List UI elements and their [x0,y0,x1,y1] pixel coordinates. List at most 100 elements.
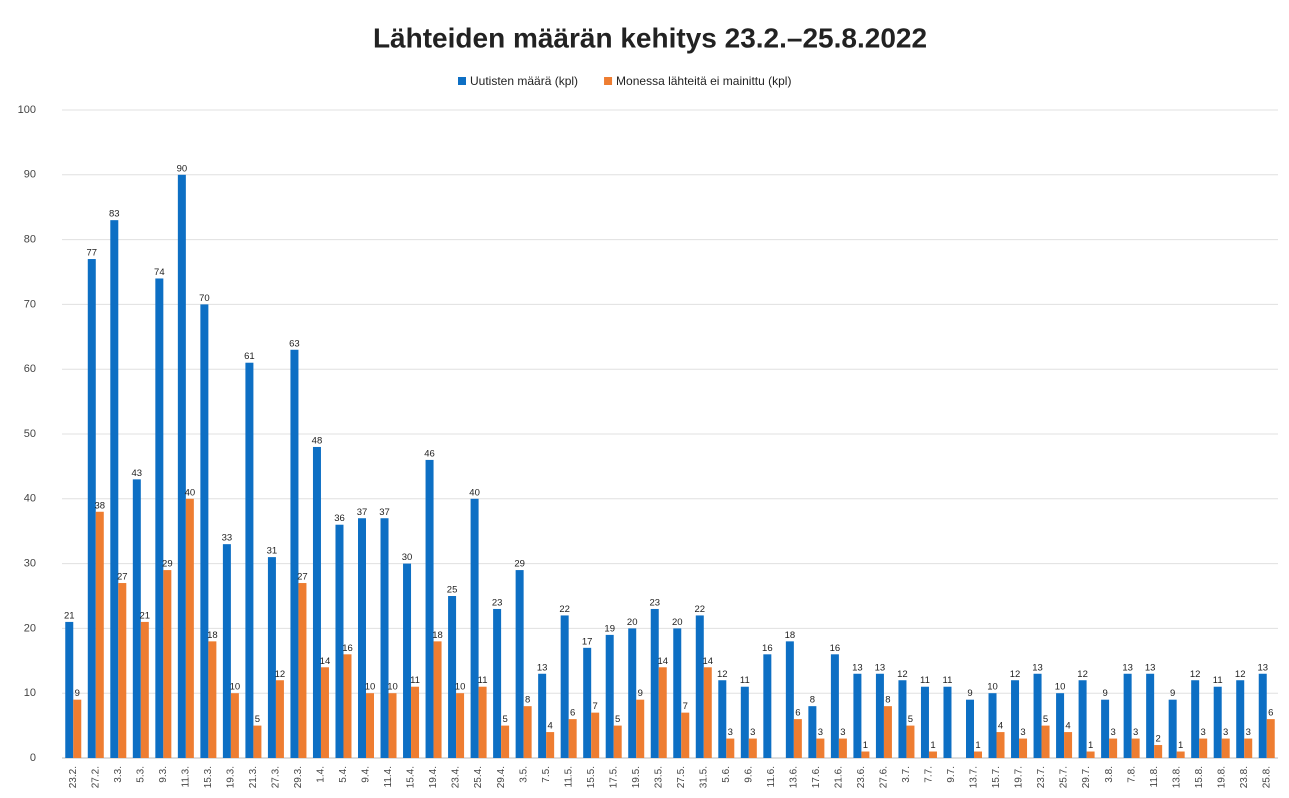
x-tick-label: 19.4. [428,766,439,788]
bar [583,647,592,758]
bar [988,693,997,758]
bar [501,725,510,758]
bar [883,706,892,758]
x-tick-label: 3.7. [901,766,912,783]
bar [1258,673,1267,758]
data-label: 20 [627,617,638,628]
y-tick-label: 80 [24,234,36,246]
data-label: 10 [230,682,241,693]
bar [1131,738,1140,758]
y-tick-label: 70 [24,298,36,310]
data-label: 4 [1065,721,1070,732]
bar [740,686,749,758]
data-label: 30 [402,552,413,563]
data-label: 23 [492,597,503,608]
x-tick-label: 17.6. [811,766,822,788]
data-label: 10 [987,682,998,693]
x-tick-label: 19.3. [226,766,237,788]
data-label: 3 [1246,727,1251,738]
bar [1123,673,1132,758]
bar [208,641,217,758]
y-tick-label: 0 [30,752,36,764]
bar [358,518,366,758]
bar [1146,673,1155,758]
x-tick-label: 3.8. [1104,766,1115,783]
x-tick-label: 23.7. [1036,766,1047,788]
data-label: 22 [559,604,570,615]
x-tick-label: 23.4. [451,766,462,788]
data-label: 37 [379,507,390,518]
data-label: 18 [432,630,443,641]
bar [898,680,907,758]
data-label: 46 [424,448,435,459]
bar [388,693,397,758]
bar [110,220,119,758]
bar [290,349,299,758]
data-label: 5 [615,714,620,725]
bar [718,680,727,758]
data-label: 3 [1020,727,1025,738]
bar [380,518,389,758]
x-tick-label: 27.6. [879,766,890,788]
data-label: 6 [1268,708,1273,719]
x-tick-label: 19.8. [1216,766,1227,788]
data-label: 10 [365,682,376,693]
bar [1011,680,1020,758]
bar [650,608,659,758]
y-tick-label: 50 [24,428,36,440]
bar [974,751,982,758]
data-label: 90 [177,163,188,174]
data-label: 5 [908,714,913,725]
bar [785,641,794,758]
bar [1019,738,1028,758]
x-tick-label: 11.5. [563,766,574,788]
x-tick-label: 9.4. [361,766,372,783]
data-label: 40 [469,487,480,498]
bar [267,557,276,758]
bar [95,511,104,758]
legend-swatch [458,77,466,85]
bar [253,725,262,758]
bar [1168,699,1177,758]
data-label: 12 [1077,669,1088,680]
data-label: 21 [64,610,75,621]
data-label: 2 [1155,734,1160,745]
data-label: 11 [410,675,420,686]
data-label: 4 [998,721,1003,732]
bar [1221,738,1230,758]
x-tick-label: 9.6. [743,766,754,783]
x-tick-label: 13.8. [1171,766,1182,788]
data-label: 13 [1257,662,1268,673]
data-label: 9 [967,688,972,699]
data-label: 5 [255,714,260,725]
x-tick-label: 29.4. [496,766,507,788]
x-tick-label: 7.5. [541,766,552,783]
bar [673,628,682,758]
data-label: 1 [930,740,935,751]
x-tick-label: 3.3. [113,766,124,783]
data-label: 61 [244,351,255,362]
data-label: 7 [593,701,598,712]
x-tick-label: 25.8. [1261,766,1272,788]
bar [808,706,817,758]
x-tick-label: 5.6. [721,766,732,783]
bar [343,654,352,758]
x-tick-label: 21.6. [834,766,845,788]
data-label: 11 [1213,675,1223,686]
data-label: 8 [885,695,890,706]
x-tick-label: 13.7. [969,766,980,788]
x-tick-label: 27.2. [90,766,101,788]
chart-title: Lähteiden määrän kehitys 23.2.–25.8.2022 [373,22,927,53]
data-label: 12 [897,669,908,680]
bar [230,693,239,758]
data-label: 7 [683,701,688,712]
data-label: 3 [840,727,845,738]
data-label: 3 [1201,727,1206,738]
bar [613,725,622,758]
bar [448,596,457,758]
data-label: 3 [1223,727,1228,738]
bar [1056,693,1065,758]
bar [726,738,735,758]
x-tick-label: 19.5. [631,766,642,788]
data-label: 3 [1133,727,1138,738]
